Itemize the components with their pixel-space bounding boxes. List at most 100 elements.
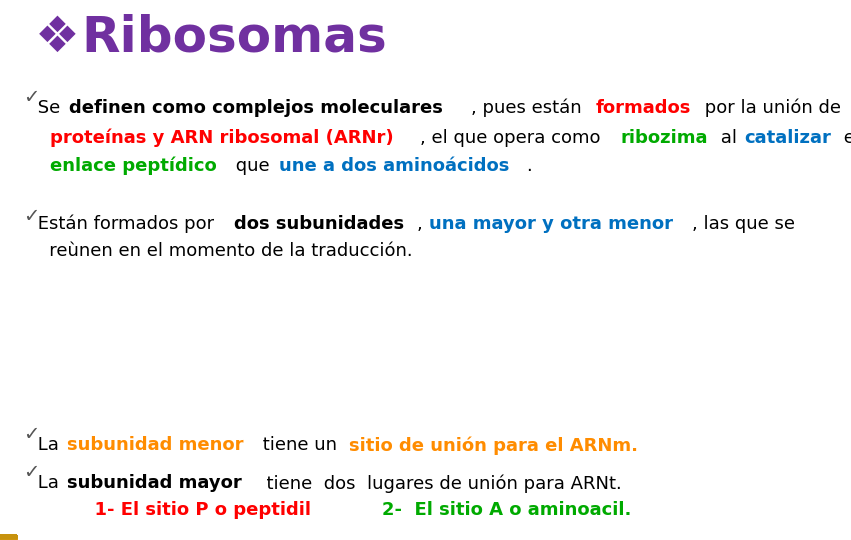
Bar [0, 537, 15, 540]
Bar [0, 535, 15, 538]
Bar [0, 537, 15, 540]
Text: dos subunidades: dos subunidades [234, 215, 404, 233]
Bar [0, 535, 15, 537]
Bar [0, 535, 15, 538]
Bar [0, 537, 15, 540]
Bar [0, 535, 15, 538]
Bar [0, 535, 15, 538]
Bar [0, 536, 15, 539]
Bar [0, 536, 15, 539]
Bar [0, 535, 15, 538]
Bar [0, 535, 15, 538]
Bar [0, 535, 15, 537]
Bar [0, 535, 15, 538]
Text: 2-  El sitio A o aminoacil.: 2- El sitio A o aminoacil. [332, 501, 631, 519]
Bar [0, 535, 15, 538]
Bar [0, 537, 15, 539]
Bar [0, 536, 15, 539]
Text: subunidad menor: subunidad menor [67, 436, 243, 455]
Text: ribozima: ribozima [620, 129, 708, 147]
Bar [0, 537, 15, 540]
Bar [0, 535, 15, 538]
Bar [0, 537, 15, 540]
Bar [0, 535, 15, 537]
Bar [0, 537, 15, 540]
Bar [0, 535, 15, 537]
Bar [0, 536, 15, 538]
Bar [0, 536, 15, 538]
Bar [0, 536, 15, 539]
Bar [0, 537, 15, 539]
Bar [0, 537, 15, 539]
Bar [0, 535, 15, 538]
Bar [0, 536, 15, 539]
Bar [0, 537, 15, 540]
Bar [0, 536, 15, 539]
Bar [0, 537, 15, 539]
Bar [0, 535, 15, 538]
Bar [0, 536, 15, 539]
Bar [0, 537, 15, 539]
Bar [0, 536, 15, 539]
Bar [0, 535, 15, 538]
Text: ,: , [417, 215, 429, 233]
Bar [0, 537, 15, 539]
Bar [0, 536, 15, 539]
Text: una mayor y otra menor: una mayor y otra menor [430, 215, 673, 233]
Bar [0, 535, 15, 538]
Bar [0, 537, 15, 539]
Bar [0, 537, 15, 539]
Text: ✓: ✓ [23, 87, 39, 107]
Bar [0, 536, 15, 538]
Bar [0, 537, 15, 539]
Bar [0, 536, 15, 539]
Bar [0, 536, 15, 538]
Bar [0, 537, 15, 540]
Bar [0, 537, 15, 539]
Bar [0, 536, 15, 538]
Bar [0, 537, 15, 539]
Text: por la unión de: por la unión de [699, 99, 841, 117]
Bar [0, 536, 15, 538]
Bar [0, 536, 15, 539]
Bar [0, 536, 15, 539]
Bar [0, 535, 15, 537]
Bar [0, 537, 15, 539]
Bar [0, 535, 15, 537]
Text: formados: formados [596, 99, 691, 117]
Bar [0, 536, 15, 539]
Bar [0, 535, 15, 538]
Bar [0, 537, 15, 540]
Bar [0, 537, 15, 539]
Bar [0, 536, 15, 539]
Bar [0, 537, 15, 539]
Bar [0, 537, 15, 540]
Bar [0, 535, 15, 538]
Bar [0, 535, 15, 538]
Text: La: La [32, 436, 65, 455]
Bar [0, 536, 15, 539]
Bar [0, 536, 15, 538]
Bar [0, 536, 15, 539]
Bar [0, 536, 15, 538]
Bar [0, 535, 15, 537]
Bar [0, 537, 15, 539]
Bar [0, 537, 15, 540]
Bar [0, 536, 15, 538]
Bar [0, 536, 15, 539]
Bar [0, 537, 15, 539]
Bar [0, 535, 15, 538]
Bar [0, 535, 15, 538]
Bar [0, 535, 15, 538]
Bar [0, 535, 15, 538]
Bar [0, 535, 15, 538]
Bar [0, 535, 15, 537]
Bar [0, 535, 15, 538]
Text: el: el [838, 129, 851, 147]
Bar [0, 537, 15, 539]
Bar [0, 535, 15, 537]
Text: , pues están: , pues están [471, 99, 587, 117]
Bar [0, 536, 15, 538]
Bar [0, 536, 15, 539]
Text: al: al [715, 129, 742, 147]
